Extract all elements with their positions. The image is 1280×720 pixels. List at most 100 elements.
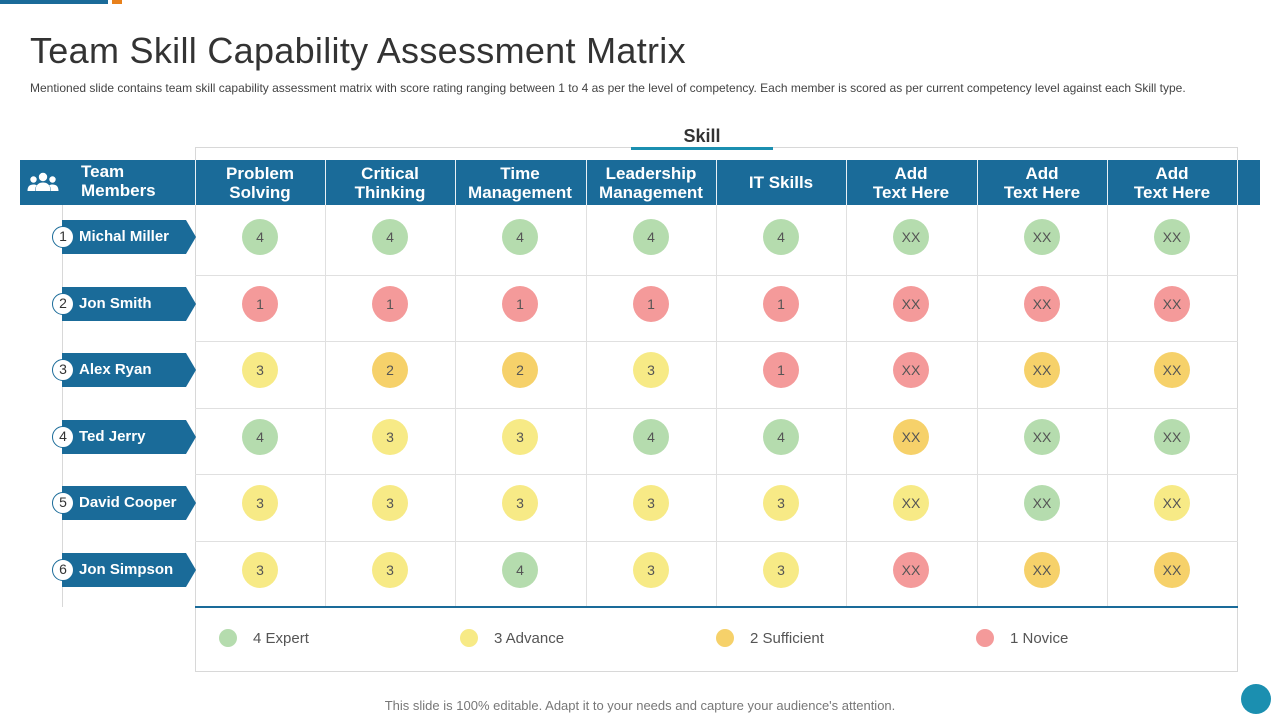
score-badge: 4 (763, 419, 799, 455)
legend-color-dot (976, 629, 994, 647)
score-badge: 1 (763, 352, 799, 388)
legend-label: 4 Expert (253, 630, 309, 647)
legend-label: 1 Novice (1010, 630, 1069, 647)
score-badge: 4 (242, 219, 278, 255)
slide-title: Team Skill Capability Assessment Matrix (30, 30, 686, 71)
score-badge: XX (1024, 286, 1060, 322)
member-name-tag: Michal Miller (62, 220, 196, 254)
score-badge: XX (1154, 485, 1190, 521)
header-divider (586, 160, 587, 205)
header-divider (846, 160, 847, 205)
score-badge: 3 (242, 352, 278, 388)
score-badge: 1 (633, 286, 669, 322)
score-badge: 3 (763, 552, 799, 588)
score-badge: 4 (372, 219, 408, 255)
member-number-badge: 1 (52, 226, 74, 248)
score-badge: 3 (372, 552, 408, 588)
member-number-badge: 4 (52, 426, 74, 448)
header-divider (1107, 160, 1108, 205)
score-badge: 1 (242, 286, 278, 322)
score-badge: XX (893, 485, 929, 521)
score-badge: XX (893, 286, 929, 322)
member-name-tag: Alex Ryan (62, 353, 196, 387)
member-number-badge: 5 (52, 492, 74, 514)
score-badge: 4 (502, 552, 538, 588)
footer-note: This slide is 100% editable. Adapt it to… (384, 698, 896, 713)
skill-column-header: Add Text Here (1133, 163, 1211, 202)
member-number-badge: 2 (52, 293, 74, 315)
score-badge: 3 (633, 485, 669, 521)
legend-label: 3 Advance (494, 630, 565, 647)
score-badge: 4 (633, 219, 669, 255)
score-badge: XX (1024, 219, 1060, 255)
member-name-tag: Jon Simpson (62, 553, 196, 587)
score-badge: 3 (242, 552, 278, 588)
column-divider (586, 205, 587, 607)
slide-subtitle: Mentioned slide contains team skill capa… (30, 81, 1186, 95)
score-badge: 2 (372, 352, 408, 388)
legend-color-dot (219, 629, 237, 647)
skill-column-header: Problem Solving (225, 163, 295, 202)
member-name-tag: Ted Jerry (62, 420, 196, 454)
score-badge: 1 (502, 286, 538, 322)
header-divider (716, 160, 717, 205)
skill-underline (631, 147, 773, 150)
column-divider (716, 205, 717, 607)
legend-color-dot (716, 629, 734, 647)
member-name-tag: David Cooper (62, 486, 196, 520)
header-divider (195, 160, 196, 205)
skill-label: Skill (683, 126, 721, 146)
matrix-header-bar (20, 160, 1260, 205)
column-divider (325, 205, 326, 607)
score-badge: XX (1024, 485, 1060, 521)
column-divider (846, 205, 847, 607)
score-badge: XX (1154, 419, 1190, 455)
skill-column-header: Critical Thinking (354, 163, 426, 202)
score-badge: XX (893, 552, 929, 588)
skill-column-header: Add Text Here (872, 163, 950, 202)
score-badge: XX (1024, 552, 1060, 588)
top-accent-marker (112, 0, 122, 4)
member-name-tag: Jon Smith (62, 287, 196, 321)
score-badge: 3 (633, 352, 669, 388)
skill-column-header: IT Skills (748, 173, 814, 192)
score-badge: 4 (242, 419, 278, 455)
score-badge: 3 (502, 419, 538, 455)
score-badge: 3 (372, 485, 408, 521)
skill-column-header: Add Text Here (1003, 163, 1081, 202)
score-badge: 3 (502, 485, 538, 521)
score-badge: XX (893, 219, 929, 255)
score-badge: XX (1024, 419, 1060, 455)
score-badge: 1 (763, 286, 799, 322)
column-divider (977, 205, 978, 607)
score-badge: 3 (242, 485, 278, 521)
score-badge: XX (893, 419, 929, 455)
legend-label: 2 Sufficient (750, 630, 824, 647)
column-divider (1107, 205, 1108, 607)
skill-column-header: Leadership Management (599, 163, 703, 202)
score-badge: XX (1154, 552, 1190, 588)
score-badge: XX (1154, 352, 1190, 388)
score-badge: 1 (372, 286, 408, 322)
score-badge: 4 (633, 419, 669, 455)
top-accent-bar (0, 0, 108, 4)
column-divider (455, 205, 456, 607)
legend-divider (195, 606, 1238, 608)
corner-dot (1241, 684, 1271, 714)
team-members-header: Team Members (81, 162, 156, 200)
score-badge: XX (1154, 219, 1190, 255)
team-icon (27, 172, 59, 191)
header-divider (1237, 160, 1238, 205)
score-badge: 4 (502, 219, 538, 255)
score-badge: 3 (763, 485, 799, 521)
legend-color-dot (460, 629, 478, 647)
score-badge: 3 (633, 552, 669, 588)
score-badge: XX (1154, 286, 1190, 322)
member-number-badge: 6 (52, 559, 74, 581)
score-badge: XX (1024, 352, 1060, 388)
member-column-line (62, 205, 63, 607)
score-badge: XX (893, 352, 929, 388)
score-badge: 2 (502, 352, 538, 388)
skill-column-header: Time Management (468, 163, 572, 202)
header-divider (977, 160, 978, 205)
